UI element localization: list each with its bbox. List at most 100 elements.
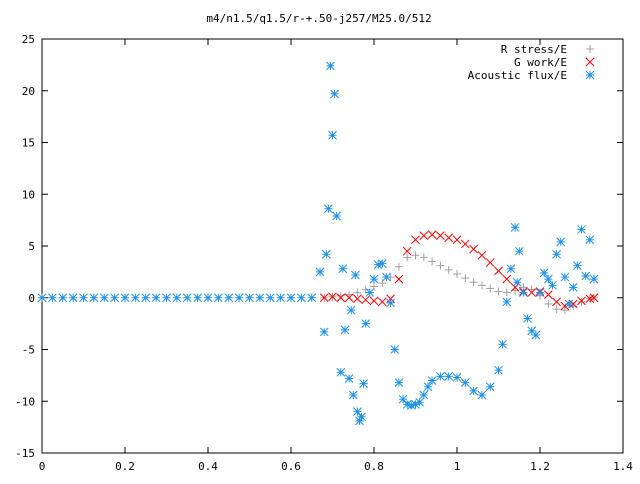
data-point [560,306,569,315]
data-point [419,390,429,400]
data-point [172,293,182,303]
y-tick-label: -10 [15,395,35,408]
data-point [369,296,379,306]
data-point [37,293,47,303]
y-tick-label: 0 [28,292,35,305]
data-point [535,288,545,297]
data-point [411,251,420,260]
data-point [361,319,371,328]
data-point [245,293,254,303]
data-point [577,297,586,306]
data-point [120,293,130,303]
data-point [390,345,400,354]
y-tick-label: 15 [22,137,35,150]
legend-marker [585,57,595,67]
data-point [469,386,478,396]
data-point [444,372,454,381]
plot-frame [41,38,624,454]
data-point [382,272,391,282]
data-point [411,235,420,245]
data-point [58,293,68,303]
data-point [377,297,387,307]
data-point [477,390,487,400]
legend-label: G work/E [514,56,567,69]
data-point [494,266,503,276]
data-point [328,292,337,302]
data-point [131,293,140,303]
data-point [543,274,553,284]
data-point [330,89,339,99]
data-point [485,258,495,267]
data-point [452,373,462,382]
data-point [544,299,553,308]
legend-label: Acoustic flux/E [468,69,567,82]
data-point [502,297,512,307]
data-point [286,293,296,303]
data-point [419,231,429,241]
data-point [394,262,403,271]
data-point [589,274,599,284]
data-point [89,293,99,303]
data-point [203,293,213,303]
data-point [510,283,520,292]
data-point [568,283,578,292]
data-point [548,280,557,290]
data-point [348,390,358,400]
data-point [369,274,379,284]
data-point [319,327,329,337]
data-point [255,293,265,303]
data-point [319,293,329,303]
data-point [394,378,404,387]
data-point [151,293,161,303]
data-point [353,288,362,297]
data-point [182,293,192,303]
data-point [498,339,508,349]
data-point [552,305,561,314]
data-point [585,235,595,245]
data-point [461,274,470,283]
data-point [336,291,345,300]
data-point [523,314,532,323]
data-point [332,211,342,221]
data-point [315,267,325,277]
data-point [357,412,366,422]
data-point [344,374,354,383]
y-tick-label: 10 [22,188,35,201]
data-point [460,239,470,249]
data-point [469,244,478,254]
data-point [506,264,516,274]
data-point [556,237,566,247]
data-point [386,294,395,304]
data-point [543,290,553,299]
series-layer [37,61,599,426]
data-point [361,285,370,294]
data-point [297,293,306,303]
x-tick-label: 0.8 [364,460,384,473]
data-point [386,298,395,308]
chart-title: m4/n1.5/q1.5/r-+.50-j257/M25.0/512 [206,12,431,25]
data-point [453,269,461,278]
data-point [48,293,57,303]
data-point [436,231,445,241]
legend-label: R stress/E [501,43,567,56]
legend-marker [585,70,595,80]
series-2 [319,230,599,311]
data-point [365,288,375,297]
data-point [531,330,541,340]
data-point [326,61,335,71]
data-point [436,261,445,270]
y-tick-label: 5 [28,240,35,253]
data-point [485,382,495,392]
data-point [510,223,520,232]
data-point [398,394,408,404]
data-point [346,305,356,315]
data-point [477,250,487,260]
data-point [460,378,470,387]
data-point [514,246,524,256]
data-point [323,204,333,214]
data-point [307,293,317,303]
x-tick-label: 0 [39,460,46,473]
data-point [338,264,348,274]
